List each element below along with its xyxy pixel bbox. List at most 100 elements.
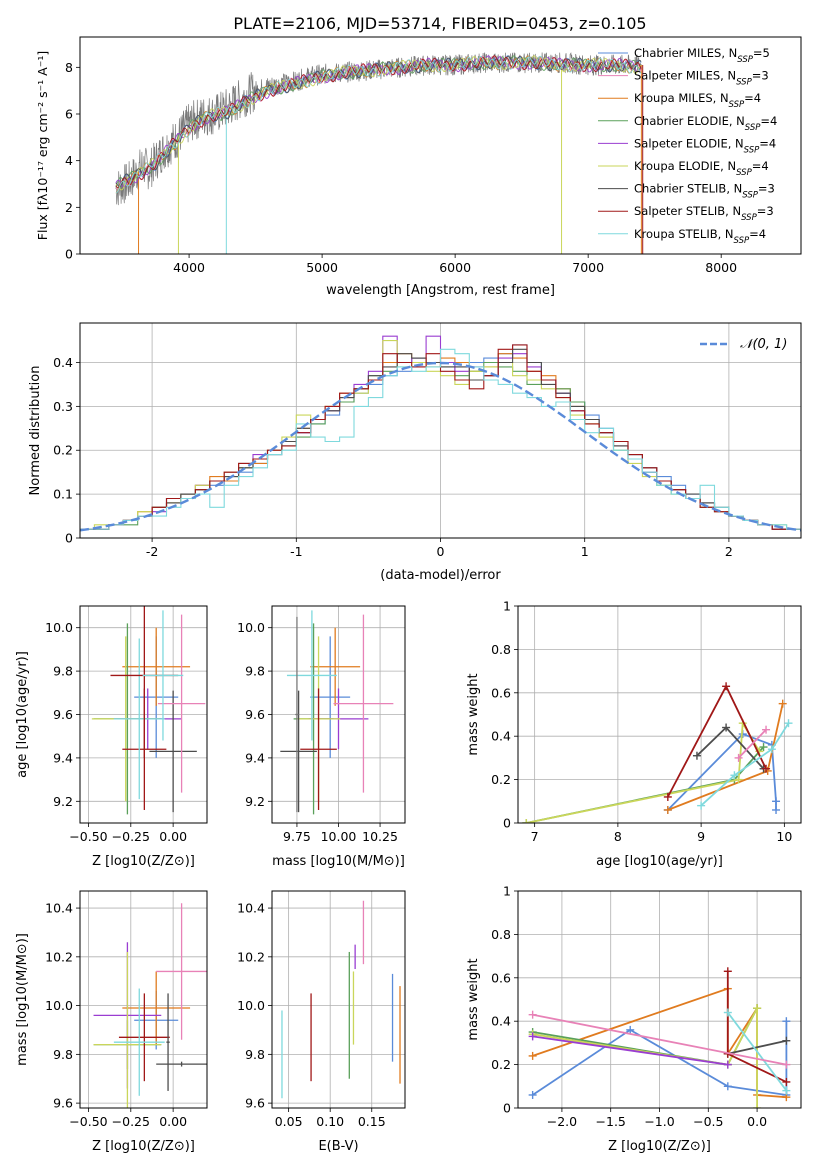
y-tick-label: 0.8 (491, 642, 511, 657)
x-tick-label: 0.00 (159, 1114, 187, 1129)
legend-sub: SSP (742, 191, 758, 201)
axes-frame (79, 322, 802, 539)
x-tick-label: -2 (146, 544, 158, 559)
y-tick-label: 9.4 (245, 750, 265, 765)
y-tick-label: 9.8 (53, 664, 73, 679)
x-axis-label: E(B-V) (318, 1139, 358, 1154)
y-tick-label: 10.4 (237, 901, 265, 916)
x-axis-label: mass [log10(M/M⊙)] (272, 854, 405, 869)
x-tick-label: 6000 (439, 260, 471, 275)
y-tick-label: 0 (503, 1101, 511, 1116)
y-tick-label: 4 (65, 153, 73, 168)
legend-suffix: =4 (760, 114, 777, 128)
y-tick-label: 10.4 (45, 901, 73, 916)
x-tick-label: 8000 (705, 260, 737, 275)
x-tick-label: −0.25 (112, 829, 150, 844)
axes-frame (79, 36, 802, 255)
x-tick-label: 0.00 (159, 829, 187, 844)
y-tick-label: 0 (503, 816, 511, 831)
legend-sub: SSP (736, 168, 752, 178)
x-tick-label: 7 (531, 829, 539, 844)
legend-label: Chabrier ELODIE, NSSP=4 (634, 114, 777, 133)
legend-name: Salpeter STELIB, N (634, 204, 741, 218)
x-tick-label: 10.00 (321, 829, 357, 844)
plot-area (272, 606, 405, 823)
legend-label: Salpeter MILES, NSSP=3 (634, 69, 769, 88)
weight-line (737, 729, 767, 759)
axes-frame (517, 605, 802, 824)
legend-suffix: =3 (757, 204, 774, 218)
y-tick-label: 9.2 (53, 794, 73, 809)
plot-area (518, 891, 801, 1108)
weight-vs-metallicity-panel: −2.0 −1.5 −1.0 −0.5 0.0 0 0.2 0.4 0.6 0.8 1 Z [log1… (466, 884, 802, 1154)
x-tick-label: 0.0 (747, 1114, 767, 1129)
legend-label: Kroupa MILES, NSSP=4 (634, 91, 761, 110)
x-tick-label: 2 (725, 544, 733, 559)
legend-name: Kroupa MILES, N (634, 91, 729, 105)
y-tick-label: 9.6 (53, 1096, 73, 1111)
age-vs-mass-panel: 9.75 10.00 10.25 9.2 9.4 9.6 9.8 10.0 mass [log1… (237, 605, 406, 869)
axes-frame (79, 605, 208, 824)
legend-label: Kroupa ELODIE, NSSP=4 (634, 159, 769, 178)
weight-line (727, 1039, 787, 1055)
y-axis-label: mass weight (466, 958, 481, 1040)
x-tick-label: 0.05 (275, 1114, 303, 1129)
legend-sub: SSP (736, 78, 752, 88)
legend-label: Salpeter ELODIE, NSSP=4 (634, 136, 776, 155)
y-axis-label: Flux [fλ10⁻¹⁷ erg cm⁻² s⁻¹ A⁻¹] (35, 51, 50, 240)
y-tick-label: 9.8 (245, 664, 265, 679)
x-tick-label: 10.25 (362, 829, 398, 844)
legend-label: Salpeter STELIB, NSSP=3 (634, 204, 774, 223)
x-tick-label: 7000 (572, 260, 604, 275)
plot-area (80, 323, 801, 538)
x-tick-label: −2.0 (547, 1114, 577, 1129)
legend-name: Kroupa ELODIE, N (634, 159, 736, 173)
spectrum-panel: 4000 5000 6000 7000 8000 0 2 4 6 8 Chabrier MILES,… (35, 36, 802, 298)
y-tick-label: 1 (503, 599, 511, 614)
y-tick-label: 0.4 (53, 355, 73, 370)
normal-curve (80, 361, 801, 532)
x-tick-label: −1.5 (596, 1114, 626, 1129)
legend-name: Salpeter MILES, N (634, 69, 736, 83)
x-tick-label: 5000 (306, 260, 338, 275)
x-axis-label: age [log10(age/yr)] (596, 854, 723, 869)
legend-sub: SSP (737, 55, 753, 65)
y-tick-label: 1 (503, 884, 511, 899)
legend-suffix: =4 (744, 91, 761, 105)
x-tick-label: 1 (581, 544, 589, 559)
y-axis-label: age [log10(age/yr)] (15, 651, 30, 778)
y-tick-label: 9.6 (245, 707, 265, 722)
model-spectrum-line (115, 55, 642, 188)
model-spectrum-line (115, 55, 642, 189)
x-tick-label: 0.10 (316, 1114, 344, 1129)
residual-histogram-panel: -2 -1 0 1 2 0 0.1 0.2 0.3 0.4 𝒩(0, 1) (data-model)/… (28, 322, 802, 583)
y-tick-label: 8 (65, 60, 73, 75)
legend-suffix: =5 (753, 46, 770, 60)
weight-line (700, 722, 790, 807)
y-tick-label: 0.2 (491, 772, 511, 787)
x-axis-label: Z [log10(Z/Z⊙)] (608, 1139, 711, 1154)
mass-vs-metallicity-panel: −0.50 −0.25 0.00 9.6 9.8 10.0 10.2 10.4 Z [log10… (15, 890, 208, 1154)
weight-line (532, 1035, 728, 1066)
axes-frame (79, 890, 208, 1109)
age-vs-metallicity-panel: −0.50 −0.25 0.00 9.2 9.4 9.6 9.8 10.0 Z [log10(Z… (15, 605, 208, 869)
y-tick-label: 9.2 (245, 794, 265, 809)
legend-suffix: =3 (758, 182, 775, 196)
weight-line (727, 1011, 788, 1092)
y-tick-label: 9.4 (53, 750, 73, 765)
x-tick-label: 8 (614, 829, 622, 844)
plot-area (80, 891, 207, 1108)
x-tick-label: 9 (697, 829, 705, 844)
legend-name: Chabrier STELIB, N (634, 182, 742, 196)
y-tick-label: 0.4 (491, 729, 511, 744)
y-tick-label: 10.0 (237, 620, 265, 635)
y-tick-label: 9.8 (53, 1047, 73, 1062)
y-axis-label: mass [log10(M/M⊙)] (15, 933, 30, 1066)
y-tick-label: 0.2 (53, 443, 73, 458)
x-tick-label: -1 (290, 544, 302, 559)
histogram-step (80, 348, 801, 530)
model-spectrum-line (115, 55, 642, 194)
y-tick-label: 0.3 (53, 399, 73, 414)
x-tick-label: −0.50 (69, 1114, 107, 1129)
legend-suffix: =4 (759, 136, 776, 150)
